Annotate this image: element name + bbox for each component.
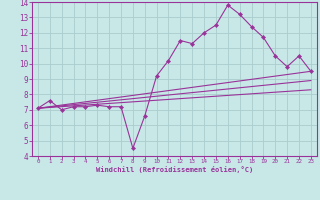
X-axis label: Windchill (Refroidissement éolien,°C): Windchill (Refroidissement éolien,°C)	[96, 166, 253, 173]
